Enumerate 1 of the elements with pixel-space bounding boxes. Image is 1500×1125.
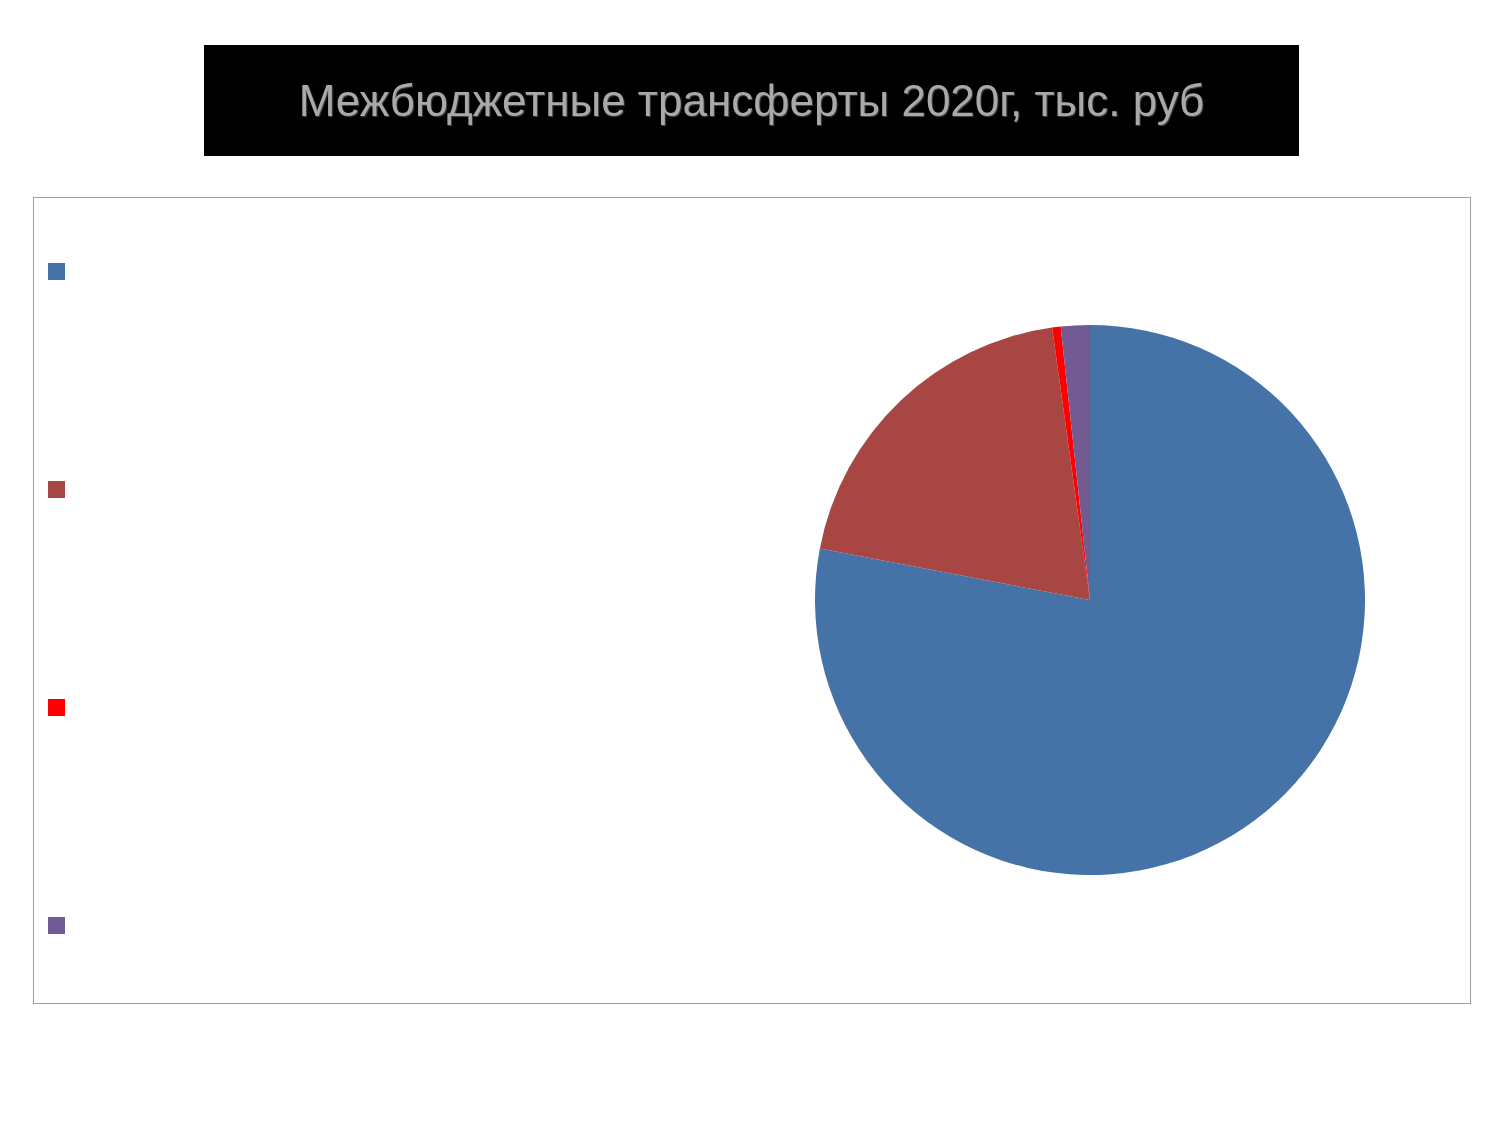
chart-title: Межбюджетные трансферты 2020г, тыс. руб bbox=[298, 75, 1205, 126]
